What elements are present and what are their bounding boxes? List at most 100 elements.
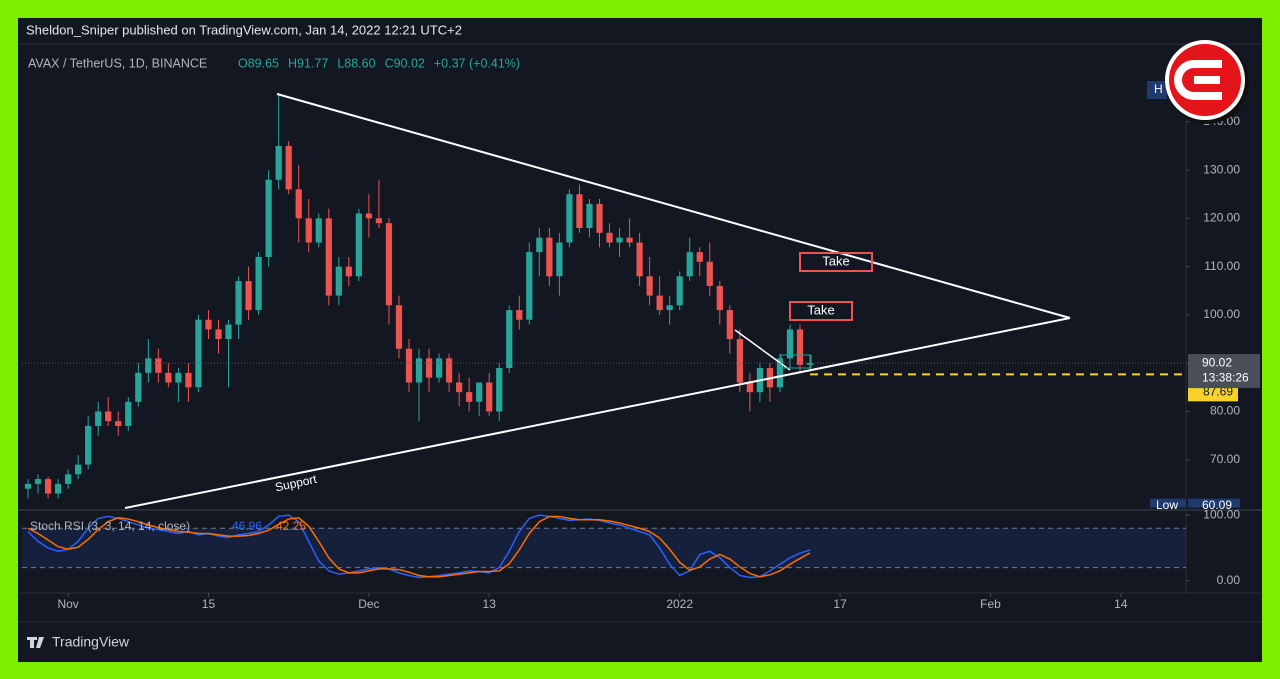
candle-body [516, 310, 523, 320]
candle-body [165, 372, 172, 383]
logo [1165, 40, 1249, 124]
candle-body [385, 223, 393, 306]
candle-body [405, 348, 413, 383]
candle-body [646, 276, 653, 296]
candle-body [155, 358, 162, 373]
candle-body [85, 425, 92, 465]
candle-body [636, 242, 643, 277]
candle-body [295, 189, 302, 219]
candle-body [696, 252, 703, 262]
y-tick-label: 100.00 [1203, 307, 1240, 321]
x-tick-label: Feb [980, 597, 1001, 611]
candle-body [546, 237, 553, 277]
candle-body [285, 145, 292, 190]
y-tick-label: 120.00 [1203, 211, 1240, 225]
candle-body [115, 421, 122, 426]
y-tick-label: 130.00 [1203, 162, 1240, 176]
x-tick-label: Nov [57, 597, 78, 611]
low-marker: Low [1156, 498, 1178, 512]
stoch-line [27, 514, 811, 579]
trendline [124, 317, 1071, 509]
candle-body [536, 237, 543, 253]
take-box [789, 301, 853, 321]
annotation: Take [822, 253, 849, 268]
candle-body [716, 285, 723, 311]
last-price: 90.02 [1202, 355, 1232, 369]
symbol: AVAX / TetherUS, 1D, BINANCE [28, 56, 207, 70]
stoch-title: Stoch RSI (3, 3, 14, 14, close) [30, 519, 190, 533]
candle-body [345, 266, 352, 277]
y-tick-label: 110.00 [1204, 259, 1240, 273]
candle-body [44, 479, 52, 494]
candle-body [726, 310, 733, 340]
y-tick-label: 70.00 [1210, 452, 1240, 466]
ohlc-value: L88.60 [337, 56, 375, 70]
candle-body [776, 358, 784, 388]
candle-body [215, 329, 222, 340]
candle-body [315, 218, 322, 243]
range-box [780, 354, 812, 369]
price-pane: 70.0080.0090.00100.00110.00120.00130.001… [22, 81, 1260, 611]
candle-body [275, 145, 282, 180]
low-value: 60.09 [1202, 498, 1232, 512]
candle-body [806, 363, 814, 365]
candle-body [476, 382, 483, 402]
candle-body [606, 232, 613, 243]
candle-body [656, 295, 663, 311]
candle-body [365, 213, 373, 219]
x-tick-label: 17 [833, 597, 847, 611]
candle-body [616, 237, 623, 243]
low-value-bg [1188, 498, 1240, 508]
x-tick-label: 2022 [666, 597, 693, 611]
stoch-k-value: 46.96 [232, 519, 262, 533]
last-price-bg [1188, 354, 1260, 389]
candle-body [526, 252, 533, 320]
ohlc-value: H91.77 [288, 56, 328, 70]
candle-body [54, 483, 62, 494]
candle-body [355, 213, 362, 277]
trendlines [124, 93, 1071, 509]
high-marker-bg [1147, 81, 1167, 99]
candle-body [375, 218, 383, 224]
stoch-d-value: 42.25 [276, 519, 306, 533]
candle-body [506, 310, 513, 369]
candle-body [456, 382, 463, 393]
take-box [799, 252, 873, 272]
y-tick-label: 80.00 [1210, 404, 1240, 418]
candle-body [245, 281, 252, 311]
candle-body [325, 218, 332, 296]
ohlc-value: O89.65 [238, 56, 279, 70]
candle-body [65, 474, 72, 484]
candle-body [145, 358, 152, 373]
candle-body [686, 252, 693, 277]
candle-body [736, 339, 743, 383]
candle-body [175, 372, 182, 383]
x-tick-label: Dec [358, 597, 379, 611]
x-tick-label: 14 [1114, 597, 1128, 611]
x-tick-label: 15 [202, 597, 216, 611]
candle-body [466, 392, 473, 402]
candle-body [255, 256, 262, 311]
candle-body [75, 464, 82, 475]
candle-body [34, 479, 42, 484]
candle-body [596, 203, 603, 233]
ohlc-value: C90.02 [385, 56, 425, 70]
candle-body [706, 261, 713, 286]
candle-body [235, 281, 242, 325]
candle-body [626, 237, 633, 243]
y-tick-label: 0.00 [1217, 573, 1241, 587]
panel [18, 18, 1262, 662]
candle-body [425, 358, 433, 378]
candle-body [185, 372, 192, 388]
y-tick-label: 100.00 [1203, 507, 1240, 521]
annotation: Take [807, 302, 834, 317]
countdown: 13:38:26 [1202, 370, 1249, 384]
candle-body [125, 401, 132, 426]
candle-body [676, 276, 683, 306]
candle-body [796, 329, 804, 365]
candle-body [335, 266, 342, 296]
candle-body [486, 382, 493, 412]
candle-body [445, 358, 453, 383]
